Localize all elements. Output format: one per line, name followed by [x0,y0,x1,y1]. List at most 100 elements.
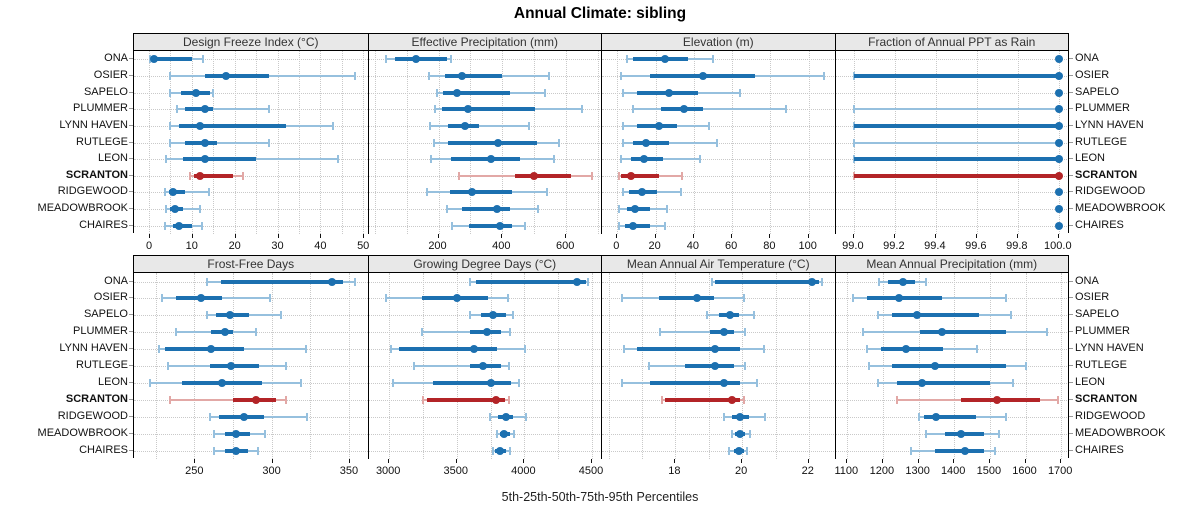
whisker-cap-95th [756,378,759,387]
whisker-cap-95th [698,155,701,164]
row-tick-right [1069,174,1073,176]
range-whisker-5th-95th [421,331,511,334]
iqr-bar-25th-75th [853,123,1059,128]
whisker-cap-5th [427,72,430,80]
whisker-cap-5th [876,311,879,320]
median-dot [496,221,505,230]
range-whisker-5th-95th [170,141,269,144]
whisker-cap-95th [201,55,204,64]
median-dot [1054,55,1063,64]
x-axis-tick-label: 1100 [834,465,859,477]
whisker-cap-5th [661,395,663,404]
whisker-cap-5th [157,345,160,354]
x-axis-tick-label: 20 [228,240,241,252]
median-dot [808,277,817,286]
station-label-right: LYNN HAVEN [1075,118,1144,131]
whisker-cap-5th [168,395,171,404]
iqr-bar-25th-75th [185,107,214,112]
whisker-cap-95th [268,105,270,114]
whisker-cap-5th [711,277,714,286]
station-label-right: RIDGEWOOD [1075,409,1146,422]
x-axis-tick-label: 4000 [511,465,536,477]
median-dot [1054,88,1063,97]
whisker-cap-95th [284,395,287,404]
whisker-cap-95th [784,105,787,114]
median-dot [655,121,664,130]
whisker-cap-95th [679,188,682,197]
iqr-bar-25th-75th [183,157,257,162]
x-axis-tick-label: 30 [271,240,284,252]
station-label-left: RUTLEGE [76,135,128,148]
whisker-cap-95th [1012,378,1014,387]
gridline-horizontal [602,225,835,227]
iqr-bar-25th-75th [658,296,714,301]
row-tick-left [129,75,133,76]
iqr-bar-25th-75th [169,190,186,195]
row-tick-left [129,158,133,160]
median-dot [500,429,509,438]
median-dot [492,395,500,404]
whisker-cap-95th [518,378,520,387]
station-label-right: ONA [1075,274,1099,287]
x-axis-tick [1024,459,1026,463]
station-label-left: CHAIRES [79,218,128,231]
row-tick-right [1069,108,1073,110]
whisker-cap-95th [762,345,765,354]
axis-caption: 5th-25th-50th-75th-95th Percentiles [501,490,699,504]
iqr-bar-25th-75th [665,397,741,402]
station-label-left: RUTLEGE [76,359,128,371]
x-axis-tick-label: 250 [185,465,204,477]
row-tick-right [1069,348,1073,350]
range-whisker-5th-95th [623,141,717,144]
gridline-horizontal [602,159,835,161]
whisker-cap-95th [1010,311,1013,320]
x-axis-tick [654,234,656,238]
median-dot [728,395,737,404]
row-tick-left [129,124,133,126]
gridline-horizontal [134,175,368,177]
iqr-bar-25th-75th [194,173,233,178]
x-axis-tick-label: 100.0 [1044,240,1072,252]
row-tick-left [129,108,133,110]
x-axis-tick-label: 80 [763,240,776,252]
station-label-right: SAPELO [1075,308,1120,321]
whisker-cap-95th [511,311,514,320]
whisker-cap-5th [622,121,625,130]
panel-plot-area [368,273,601,459]
station-label-left: LEON [98,152,128,165]
station-label-left: SAPELO [83,85,128,98]
station-label-left: LYNN HAVEN [59,342,128,355]
x-axis-tick-label: 1200 [869,465,895,477]
x-axis-tick [616,234,618,238]
panel-effective-precipitation-mm: Effective Precipitation (mm) [367,34,601,234]
row-tick-right [1069,75,1073,76]
whisker-cap-5th [165,155,168,164]
gridline-horizontal [835,59,1068,61]
median-dot [239,412,248,421]
median-dot [452,88,461,97]
x-axis-tick-label: 3000 [375,465,401,477]
whisker-cap-5th [213,446,216,455]
whisker-cap-5th [622,345,625,354]
whisker-cap-95th [547,72,550,80]
whisker-cap-95th [994,446,997,455]
median-dot [150,55,159,64]
median-dot [175,221,183,230]
whisker-cap-5th [433,138,436,147]
x-axis-tick [731,234,733,238]
whisker-cap-5th [851,294,854,303]
median-dot [225,311,234,320]
panel-strip: Effective Precipitation (mm) [368,34,601,51]
whisker-cap-5th [174,328,177,337]
whisker-cap-5th [450,221,453,230]
whisker-cap-5th [434,105,437,114]
median-dot [665,88,673,97]
whisker-cap-5th [659,328,662,337]
iqr-bar-25th-75th [220,279,343,284]
row-tick-left [129,381,133,383]
whisker-cap-95th [821,277,824,286]
whisker-cap-5th [435,88,438,97]
whisker-cap-95th [742,294,745,303]
range-whisker-5th-95th [660,331,746,334]
x-axis-tick-label: 1600 [1012,465,1037,477]
